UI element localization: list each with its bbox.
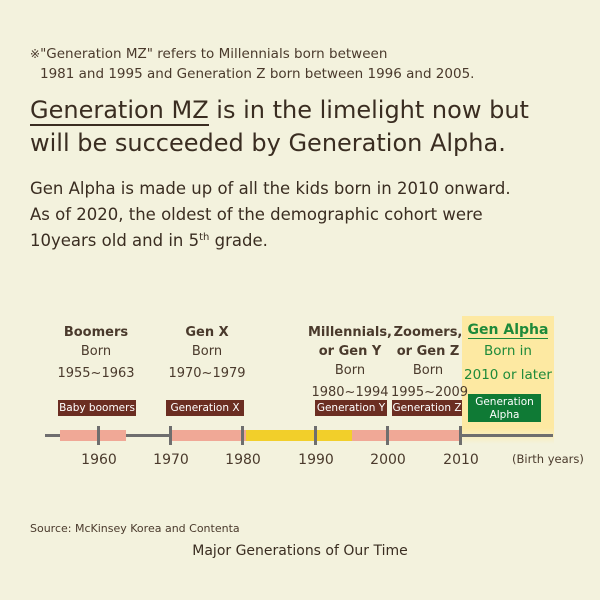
gen-alpha-highlight [462,316,554,444]
boomers-born: Born [80,344,112,359]
genx-name: Gen X [185,325,229,340]
headline-line-2: will be succeeded by Generation Alpha. [30,129,506,157]
geny-span [246,430,352,441]
tag-generation-y: Generation Y [315,400,387,416]
genz-range: 1995~2009 [391,385,469,400]
description-line-2: As of 2020, the oldest of the demographi… [30,205,483,224]
genx-span [170,430,246,441]
alpha-name: Gen Alpha [467,322,549,339]
genz-born: Born [412,363,444,378]
genz-name-1: Zoomers, [393,325,463,340]
tag-baby-boomers: Baby boomers [58,400,136,416]
caption: Major Generations of Our Time [192,543,408,559]
headline-rest: is in the limelight now but [208,96,529,124]
genx-born: Born [191,344,223,359]
source-text: Source: McKinsey Korea and Contenta [30,522,240,535]
tick-2010 [459,426,462,445]
geny-name-1: Millennials, [308,325,392,340]
headline-underlined: Generation MZ [30,96,209,126]
genx-info: Gen X Born 1970~1979 [157,323,257,383]
alpha-born: Born in [484,343,532,359]
tick-1970 [169,426,172,445]
geny-info: Millennials, or Gen Y Born 1980~1994 [303,323,397,402]
footnote-line-2: 1981 and 1995 and Generation Z born betw… [40,66,475,82]
year-label-1990: 1990 [298,452,334,468]
headline: Generation MZ is in the limelight now bu… [30,94,590,160]
genz-info: Zoomers, or Gen Z Born 1995~2009 [391,323,469,402]
geny-born: Born [334,363,366,378]
boomers-range: 1955~1963 [57,366,135,381]
year-label-1960: 1960 [81,452,117,468]
geny-range: 1980~1994 [311,385,389,400]
year-label-2010: 2010 [443,452,479,468]
genz-span [352,430,462,441]
year-label-1970: 1970 [153,452,189,468]
tag-generation-x: Generation X [166,400,244,416]
footnote: ※"Generation MZ" refers to Millennials b… [30,44,590,84]
year-label-1980: 1980 [225,452,261,468]
tag-generation-z: Generation Z [392,400,462,416]
boomers-name: Boomers [63,325,129,340]
boomers-span [60,430,126,441]
alpha-info: Gen Alpha Born in 2010 or later [462,321,554,385]
description-line-3: 10years old and in 5th grade. [30,231,268,250]
boomers-info: Boomers Born 1955~1963 [46,323,146,383]
description-line-1: Gen Alpha is made up of all the kids bor… [30,179,511,198]
tag-generation-alpha: Generation Alpha [468,394,541,422]
tick-1990 [314,426,317,445]
description: Gen Alpha is made up of all the kids bor… [30,176,590,254]
genx-range: 1970~1979 [168,366,246,381]
reference-mark: ※ [30,47,41,61]
genz-name-2: or Gen Z [396,344,460,359]
year-label-2000: 2000 [370,452,406,468]
geny-name-2: or Gen Y [318,344,382,359]
axis-label: (Birth years) [512,452,584,466]
tick-1960 [97,426,100,445]
alpha-range: 2010 or later [464,367,552,383]
tick-2000 [386,426,389,445]
footnote-line-1: "Generation MZ" refers to Millennials bo… [40,46,388,62]
tick-1980 [241,426,244,445]
